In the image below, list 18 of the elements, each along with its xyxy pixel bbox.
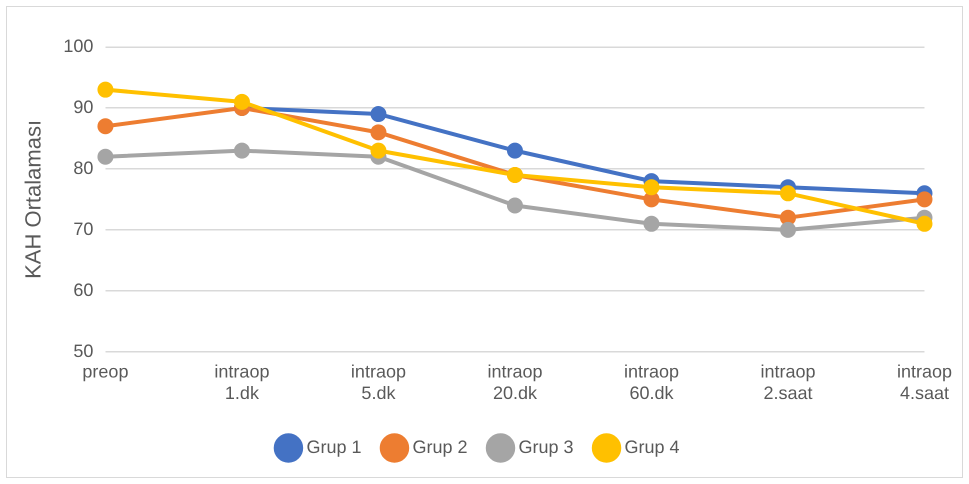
y-tick-label: 100 (63, 36, 94, 56)
legend-label: Grup 1 (306, 436, 362, 457)
y-tick-label: 50 (73, 340, 94, 361)
x-tick-label: intraop 60.dk (624, 362, 679, 404)
y-axis-title: KAH Ortalaması (20, 120, 46, 279)
x-tick-label: intraop 20.dk (487, 362, 542, 404)
y-tick-label: 60 (73, 280, 94, 300)
x-tick-label: intraop 2.saat (760, 362, 816, 404)
x-tick-label: preop (82, 362, 128, 382)
legend-label: Grup 3 (518, 436, 574, 457)
y-tick-label: 80 (73, 158, 94, 178)
x-tick-label: intraop 1.dk (214, 362, 270, 404)
legend-label: Grup 4 (624, 436, 680, 457)
y-tick-label: 70 (73, 218, 94, 239)
y-tick-label: 90 (73, 96, 94, 117)
x-tick-label: intraop 5.dk (350, 362, 406, 404)
legend-label: Grup 2 (412, 436, 468, 457)
x-tick-label: intraop 4.saat (896, 362, 952, 404)
